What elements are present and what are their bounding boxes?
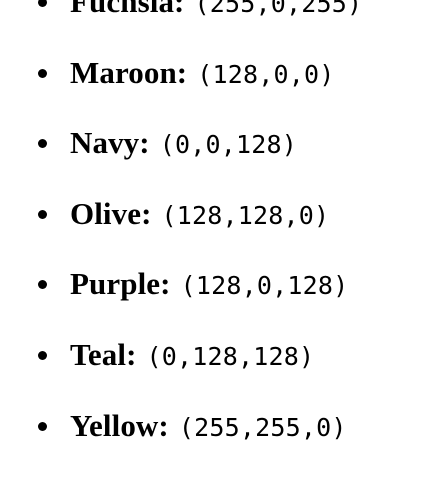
list-item-fuchsia: Fuchsia: (255,0,255) (0, 0, 422, 51)
bullet-icon (38, 139, 47, 149)
bullet-icon (38, 280, 47, 290)
bullet-icon (38, 68, 47, 78)
list-item-line: Navy: (0,0,128) (70, 127, 297, 158)
color-name: Navy: (70, 125, 150, 161)
list-item-line: Olive: (128,128,0) (70, 198, 329, 229)
rgb-value: (255,0,255) (194, 0, 363, 18)
list-item-olive: Olive: (128,128,0) (0, 192, 422, 263)
list-item-line: Fuchsia: (255,0,255) (70, 0, 362, 17)
list-item-line: Yellow: (255,255,0) (70, 410, 347, 441)
bullet-icon (38, 0, 47, 7)
rgb-value: (128,0,128) (180, 271, 349, 301)
rgb-value: (128,0,0) (197, 59, 335, 89)
color-name: Maroon: (70, 54, 188, 90)
color-name: Olive: (70, 195, 152, 231)
color-name: Fuchsia: (70, 0, 185, 19)
list-item-navy: Navy: (0,0,128) (0, 121, 422, 192)
rgb-value: (0,128,128) (146, 341, 315, 371)
list-item-purple: Purple: (128,0,128) (0, 262, 422, 333)
bullet-icon (38, 209, 47, 219)
list-item-line: Teal: (0,128,128) (70, 339, 314, 370)
list-item-teal: Teal: (0,128,128) (0, 333, 422, 404)
color-name: Yellow: (70, 407, 169, 443)
list-item-line: Purple: (128,0,128) (70, 268, 348, 299)
list-item-line: Maroon: (128,0,0) (70, 57, 335, 88)
color-name: Teal: (70, 336, 137, 372)
list-item-yellow: Yellow: (255,255,0) (0, 404, 422, 475)
rgb-value: (128,128,0) (161, 200, 330, 230)
list-item-maroon: Maroon: (128,0,0) (0, 51, 422, 122)
rgb-value: (0,0,128) (159, 130, 297, 160)
color-name: Purple: (70, 266, 171, 302)
bullet-icon (38, 421, 47, 431)
bullet-icon (38, 350, 47, 360)
rgb-value: (255,255,0) (178, 412, 347, 442)
